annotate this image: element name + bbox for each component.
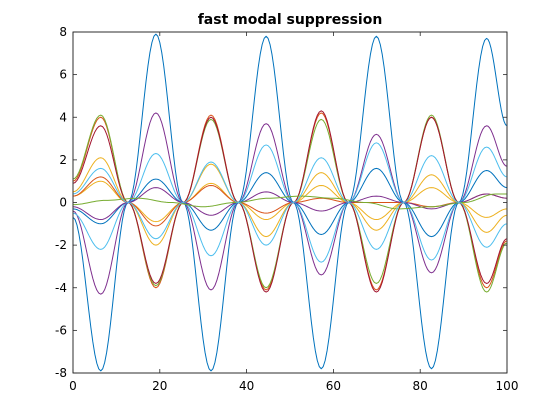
x-tick-label: 60 bbox=[326, 379, 341, 393]
series-layer bbox=[72, 33, 508, 372]
y-tick-label: -6 bbox=[55, 323, 67, 337]
x-tick-label: 100 bbox=[496, 379, 519, 393]
x-tick-label: 40 bbox=[239, 379, 254, 393]
y-tick-label: 6 bbox=[59, 68, 67, 82]
y-tick-label: 4 bbox=[59, 110, 67, 124]
y-tick-label: 8 bbox=[59, 25, 67, 39]
series-line-12 bbox=[72, 193, 507, 210]
y-tick-label: 2 bbox=[59, 153, 67, 167]
chart-title: fast modal suppression bbox=[198, 12, 383, 28]
x-tick-label: 20 bbox=[152, 379, 167, 393]
x-tick-label: 0 bbox=[69, 379, 77, 393]
y-tick-label: -4 bbox=[55, 281, 67, 295]
y-tick-label: -2 bbox=[55, 238, 67, 252]
series-line-13 bbox=[72, 155, 508, 250]
y-tick-label: 0 bbox=[59, 196, 67, 210]
y-axis: -8 -6 -4 -2 0 2 4 6 8 bbox=[55, 25, 507, 380]
x-tick-label: 80 bbox=[413, 379, 428, 393]
x-axis: 0 20 40 60 80 100 bbox=[69, 32, 518, 393]
y-tick-label: -8 bbox=[55, 366, 67, 380]
